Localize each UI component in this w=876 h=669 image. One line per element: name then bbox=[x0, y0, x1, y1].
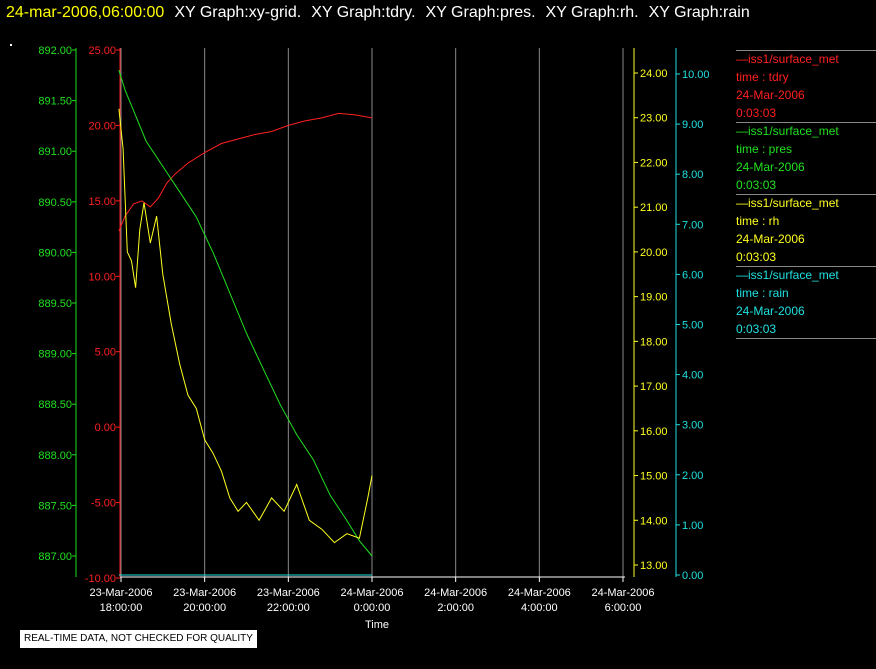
rh-tick-label: 18.00 bbox=[640, 336, 668, 348]
legend-field: time : rain bbox=[736, 286, 789, 300]
legend-entry-pres: —iss1/surface_met time : pres 24-Mar-200… bbox=[736, 122, 876, 194]
rain-tick-label: 10.00 bbox=[682, 69, 710, 81]
rh-tick-label: 24.00 bbox=[640, 68, 668, 80]
rh-tick-label: 16.00 bbox=[640, 426, 668, 438]
x-tick-label-time: 0:00:00 bbox=[354, 602, 391, 614]
stray-dot bbox=[10, 44, 12, 46]
legend-field: time : tdry bbox=[736, 70, 789, 84]
pres-tick-label: 888.50 bbox=[38, 399, 72, 411]
quality-warning-note: REAL-TIME DATA, NOT CHECKED FOR QUALITY bbox=[20, 630, 257, 648]
title-segment-rh: XY Graph:rh. bbox=[545, 4, 639, 21]
pres-tick-label: 887.50 bbox=[38, 500, 72, 512]
rh-tick-label: 20.00 bbox=[640, 247, 668, 259]
rh-tick-label: 17.00 bbox=[640, 381, 668, 393]
legend-date: 24-Mar-2006 bbox=[736, 160, 805, 174]
pres-tick-label: 892.00 bbox=[38, 45, 72, 57]
legend-separator bbox=[736, 338, 876, 339]
rain-tick-label: 0.00 bbox=[682, 570, 703, 582]
legend-field: time : pres bbox=[736, 142, 793, 156]
pres-tick-label: 890.00 bbox=[38, 247, 72, 259]
rh-tick-label: 19.00 bbox=[640, 292, 668, 304]
legend-time: 0:03:03 bbox=[736, 322, 777, 336]
legend-time: 0:03:03 bbox=[736, 106, 777, 120]
x-tick-label-date: 24-Mar-2006 bbox=[592, 587, 655, 599]
legend-source: —iss1/surface_met bbox=[736, 268, 839, 282]
title-segment-rain: XY Graph:rain bbox=[648, 4, 750, 21]
rh-tick-label: 13.00 bbox=[640, 560, 668, 572]
rh-tick-label: 21.00 bbox=[640, 202, 668, 214]
legend-separator bbox=[736, 266, 876, 267]
rain-tick-label: 2.00 bbox=[682, 470, 703, 482]
x-tick-label-time: 2:00:00 bbox=[437, 602, 474, 614]
x-tick-label-date: 24-Mar-2006 bbox=[341, 587, 404, 599]
x-tick-label-date: 23-Mar-2006 bbox=[173, 587, 236, 599]
x-tick-label-time: 20:00:00 bbox=[183, 602, 226, 614]
tdry-tick-label: 0.00 bbox=[95, 422, 116, 434]
x-tick-label-date: 23-Mar-2006 bbox=[257, 587, 320, 599]
tdry-tick-label: 25.00 bbox=[88, 45, 116, 57]
legend-date: 24-Mar-2006 bbox=[736, 88, 805, 102]
series-line-tdry bbox=[118, 112, 373, 232]
legend-time: 0:03:03 bbox=[736, 250, 777, 264]
legend-separator bbox=[736, 122, 876, 123]
legend-source: —iss1/surface_met bbox=[736, 52, 839, 66]
series-line-rh bbox=[118, 108, 373, 544]
legend-source: —iss1/surface_met bbox=[736, 124, 839, 138]
title-timestamp: 24-mar-2006,06:00:00 bbox=[6, 4, 165, 21]
legend-entry-tdry: —iss1/surface_met time : tdry 24-Mar-200… bbox=[736, 50, 876, 122]
rain-tick-label: 4.00 bbox=[682, 370, 703, 382]
x-tick-label-date: 24-Mar-2006 bbox=[508, 587, 571, 599]
series-line-pres bbox=[118, 70, 373, 557]
rh-tick-label: 22.00 bbox=[640, 157, 668, 169]
rain-tick-label: 6.00 bbox=[682, 269, 703, 281]
title-segment-pres: XY Graph:pres. bbox=[425, 4, 536, 21]
x-tick-label-date: 24-Mar-2006 bbox=[424, 587, 487, 599]
legend-date: 24-Mar-2006 bbox=[736, 232, 805, 246]
x-tick-label-time: 4:00:00 bbox=[521, 602, 558, 614]
legend-separator bbox=[736, 194, 876, 195]
tdry-tick-label: 20.00 bbox=[88, 120, 116, 132]
rain-tick-label: 5.00 bbox=[682, 320, 703, 332]
pres-tick-label: 891.00 bbox=[38, 146, 72, 158]
rain-tick-label: 1.00 bbox=[682, 520, 703, 532]
x-axis-label: Time bbox=[365, 619, 389, 631]
legend-entry-rh: —iss1/surface_met time : rh 24-Mar-2006 … bbox=[736, 194, 876, 266]
rh-tick-label: 23.00 bbox=[640, 113, 668, 125]
rain-tick-label: 9.00 bbox=[682, 119, 703, 131]
tdry-tick-label: -5.00 bbox=[91, 498, 116, 510]
legend-time: 0:03:03 bbox=[736, 178, 777, 192]
pres-tick-label: 891.50 bbox=[38, 96, 72, 108]
pres-tick-label: 889.50 bbox=[38, 298, 72, 310]
legend-date: 24-Mar-2006 bbox=[736, 304, 805, 318]
x-tick-label-time: 6:00:00 bbox=[605, 602, 642, 614]
x-tick-label-time: 18:00:00 bbox=[100, 602, 143, 614]
rain-tick-label: 3.00 bbox=[682, 420, 703, 432]
tdry-tick-label: 15.00 bbox=[88, 196, 116, 208]
x-tick-label-time: 22:00:00 bbox=[267, 602, 310, 614]
tdry-tick-label: 5.00 bbox=[95, 347, 116, 359]
rh-tick-label: 15.00 bbox=[640, 471, 668, 483]
title-segment-xy-grid: XY Graph:xy-grid. bbox=[174, 4, 302, 21]
legend-source: —iss1/surface_met bbox=[736, 196, 839, 210]
x-tick-label-date: 23-Mar-2006 bbox=[90, 587, 153, 599]
pres-tick-label: 890.50 bbox=[38, 197, 72, 209]
legend-entry-rain: —iss1/surface_met time : rain 24-Mar-200… bbox=[736, 266, 876, 339]
rain-tick-label: 8.00 bbox=[682, 169, 703, 181]
legend-separator bbox=[736, 50, 876, 51]
title-segment-tdry: XY Graph:tdry. bbox=[311, 4, 416, 21]
tdry-tick-label: 10.00 bbox=[88, 271, 116, 283]
pres-tick-label: 887.00 bbox=[38, 551, 72, 563]
rh-tick-label: 14.00 bbox=[640, 515, 668, 527]
rain-tick-label: 7.00 bbox=[682, 219, 703, 231]
legend-field: time : rh bbox=[736, 214, 780, 228]
pres-tick-label: 889.00 bbox=[38, 349, 72, 361]
tdry-tick-label: -10.00 bbox=[85, 573, 116, 585]
pres-tick-label: 888.00 bbox=[38, 450, 72, 462]
title-bar: 24-mar-2006,06:00:00 XY Graph:xy-grid. XY … bbox=[0, 2, 876, 24]
